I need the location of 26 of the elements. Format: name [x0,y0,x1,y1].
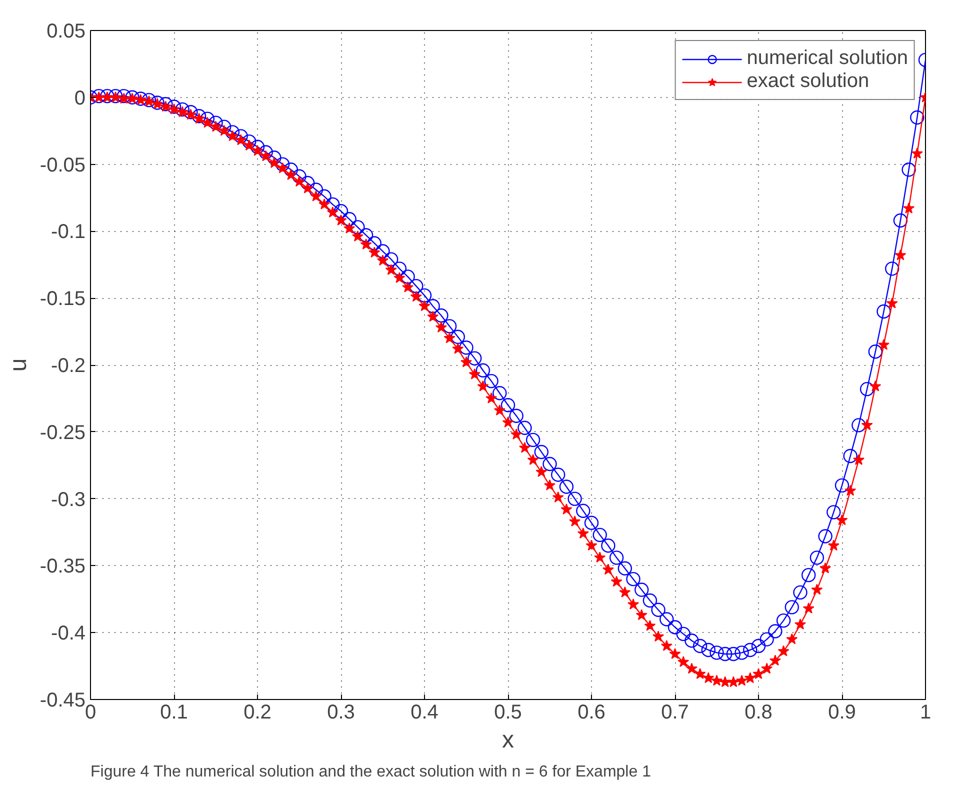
x-tick-label: 0.2 [244,702,272,724]
x-tick-label: 0.9 [828,702,856,724]
y-tick-label: -0.35 [40,556,86,578]
x-tick-label: 0.1 [160,702,188,724]
x-tick-label: 0.4 [410,702,438,724]
y-tick-label: -0.1 [51,221,86,244]
x-tick-label: 0.5 [494,702,522,724]
legend-label: exact solution [746,70,870,93]
y-tick-label: -0.15 [40,288,86,310]
y-tick-label: -0.3 [51,488,86,511]
x-tick-label: 0.8 [744,702,772,724]
x-tick-label: 1 [920,702,932,724]
x-tick-label: 0.3 [327,702,355,724]
legend-label: numerical solution [746,47,908,70]
y-tick-label: -0.25 [40,422,86,444]
y-tick-label: -0.2 [51,355,86,377]
y-tick-label: -0.05 [40,154,86,176]
caption: Figure 4 The numerical solution and the exact solution with n = 6 for Example 1 [90,764,652,780]
y-tick-label: -0.4 [51,622,86,645]
y-axis-title: u [4,358,32,372]
y-tick-label: 0.05 [46,20,86,42]
x-tick-label: 0.7 [661,702,689,724]
y-tick-label: 0 [74,87,86,110]
y-tick-label: -0.45 [40,690,86,712]
x-axis-title: x [502,726,514,754]
x-tick-label: 0.6 [578,702,606,724]
